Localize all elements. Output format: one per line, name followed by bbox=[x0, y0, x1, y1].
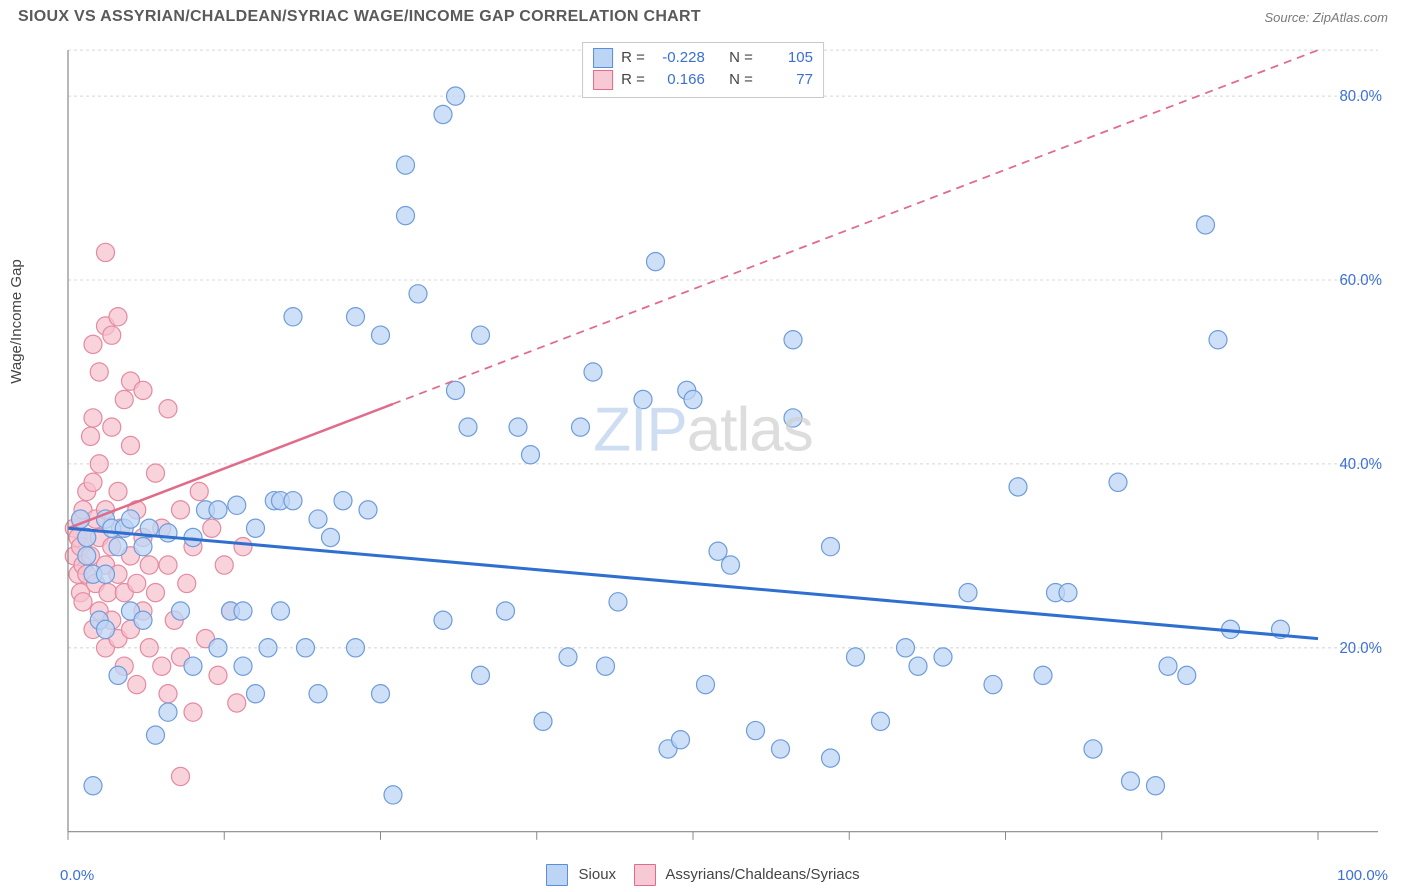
chart-title: SIOUX VS ASSYRIAN/CHALDEAN/SYRIAC WAGE/I… bbox=[18, 8, 701, 26]
x-axis-max: 100.0% bbox=[1337, 867, 1388, 884]
y-axis-label: Wage/Income Gap bbox=[8, 259, 25, 384]
r-value-b: 0.166 bbox=[653, 69, 705, 91]
legend-swatch-b-icon bbox=[634, 864, 656, 886]
n-value-a: 105 bbox=[761, 47, 813, 69]
svg-text:80.0%: 80.0% bbox=[1339, 88, 1382, 105]
svg-text:20.0%: 20.0% bbox=[1339, 640, 1382, 657]
scatter-plot: 20.0% 40.0% 60.0% 80.0% bbox=[58, 40, 1388, 852]
correlation-box: R = -0.228 N = 105 R = 0.166 N = 77 bbox=[582, 42, 824, 98]
legend-item-b: Assyrians/Chaldeans/Syriacs bbox=[634, 864, 860, 886]
legend-swatch-a-icon bbox=[546, 864, 568, 886]
svg-text:60.0%: 60.0% bbox=[1339, 272, 1382, 289]
correlation-row-a: R = -0.228 N = 105 bbox=[593, 47, 813, 69]
swatch-b-icon bbox=[593, 70, 613, 90]
x-axis-min: 0.0% bbox=[60, 867, 94, 884]
chart-area: Wage/Income Gap 20.0%40.0%60.0%80.0% ZIP… bbox=[18, 40, 1388, 852]
r-value-a: -0.228 bbox=[653, 47, 705, 69]
swatch-a-icon bbox=[593, 48, 613, 68]
legend-item-a: Sioux bbox=[546, 864, 616, 886]
svg-text:40.0%: 40.0% bbox=[1339, 456, 1382, 473]
source-label: Source: ZipAtlas.com bbox=[1264, 10, 1388, 25]
correlation-row-b: R = 0.166 N = 77 bbox=[593, 69, 813, 91]
n-value-b: 77 bbox=[761, 69, 813, 91]
footer-legend: 0.0% Sioux Assyrians/Chaldeans/Syriacs 1… bbox=[0, 864, 1406, 886]
